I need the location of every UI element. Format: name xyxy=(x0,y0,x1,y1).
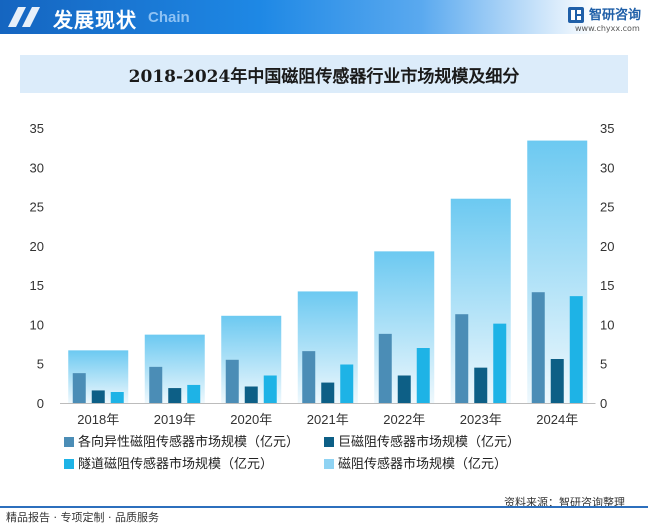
bar-series2-2018年 xyxy=(91,390,105,403)
chart-title: 2018-2024年中国磁阻传感器行业市场规模及细分 xyxy=(128,66,520,87)
y-tick-right: 0 xyxy=(600,396,607,411)
footer-slogan: 精品报告 · 专项定制 · 品质服务 xyxy=(6,511,159,524)
bar-series1-2018年 xyxy=(72,373,86,403)
section-subtitle: Chain xyxy=(148,9,190,26)
footer-line xyxy=(0,506,648,508)
y-tick-right: 10 xyxy=(600,317,614,332)
y-tick-right: 15 xyxy=(600,278,614,293)
chart-title-box: 2018-2024年中国磁阻传感器行业市场规模及细分 xyxy=(20,55,628,93)
y-tick-left: 15 xyxy=(30,278,44,293)
bar-series1-2022年 xyxy=(378,333,392,403)
brand-logo-icon xyxy=(568,7,584,23)
y-tick-right: 30 xyxy=(600,160,614,175)
bar-series3-2020年 xyxy=(263,375,277,403)
y-tick-left: 0 xyxy=(37,396,44,411)
y-tick-left: 20 xyxy=(30,239,44,254)
y-tick-left: 10 xyxy=(30,317,44,332)
y-tick-right: 5 xyxy=(600,357,607,372)
bar-series2-2019年 xyxy=(168,388,182,403)
y-tick-left: 25 xyxy=(30,200,44,215)
bar-series2-2020年 xyxy=(244,386,258,403)
bar-series3-2022年 xyxy=(416,348,430,403)
bar-series3-2018年 xyxy=(110,392,124,403)
source-note: 资料来源：智研咨询整理 xyxy=(504,496,625,509)
legend-label: 磁阻传感器市场规模（亿元） xyxy=(338,456,507,472)
bar-series3-2021年 xyxy=(340,364,354,403)
legend-swatch xyxy=(324,437,334,447)
legend-swatch xyxy=(64,459,74,469)
bar-series2-2022年 xyxy=(397,375,411,403)
bar-series3-2019年 xyxy=(187,384,201,403)
x-tick-label: 2023年 xyxy=(460,412,502,427)
y-tick-right: 20 xyxy=(600,239,614,254)
bar-series1-2021年 xyxy=(302,351,316,403)
y-tick-left: 30 xyxy=(30,160,44,175)
bar-series1-2019年 xyxy=(149,366,163,403)
y-tick-left: 5 xyxy=(37,357,44,372)
y-tick-right: 35 xyxy=(600,121,614,136)
legend-swatch xyxy=(324,459,334,469)
x-tick-label: 2024年 xyxy=(536,412,578,427)
bar-series1-2020年 xyxy=(225,359,239,403)
brand-name: 智研咨询 xyxy=(589,8,642,23)
x-tick-label: 2020年 xyxy=(230,412,272,427)
y-tick-left: 35 xyxy=(30,121,44,136)
legend-label: 巨磁阻传感器市场规模（亿元） xyxy=(338,434,520,450)
bar-series1-2023年 xyxy=(455,314,469,403)
bar-series3-2024年 xyxy=(569,296,583,403)
x-tick-label: 2019年 xyxy=(154,412,196,427)
bar-series2-2021年 xyxy=(321,382,335,403)
header-band xyxy=(0,0,648,34)
bar-series2-2024年 xyxy=(550,359,564,403)
brand-url: www.chyxx.com xyxy=(575,24,640,33)
legend-label: 各向异性磁阻传感器市场规模（亿元） xyxy=(78,434,299,450)
bar-series2-2023年 xyxy=(474,367,488,403)
legend-swatch xyxy=(64,437,74,447)
x-tick-label: 2018年 xyxy=(77,412,119,427)
x-tick-label: 2021年 xyxy=(307,412,349,427)
header-stripes-icon xyxy=(8,7,40,27)
legend-label: 隧道磁阻传感器市场规模（亿元） xyxy=(78,456,273,472)
section-title: 发展现状 xyxy=(53,8,137,32)
x-tick-label: 2022年 xyxy=(383,412,425,427)
bar-series3-2023年 xyxy=(493,323,507,403)
bar-series1-2024年 xyxy=(531,292,545,403)
y-tick-right: 25 xyxy=(600,200,614,215)
